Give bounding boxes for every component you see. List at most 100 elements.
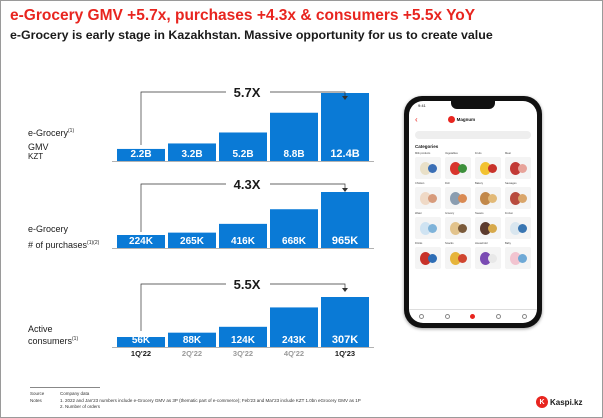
category-tile-label: Household [475,242,488,245]
bar [219,132,267,161]
phone-screen: 9:41 ‹ Magnum Categories Milk products Ve… [409,101,537,323]
page-subtitle: e-Grocery is early stage in Kazakhstan. … [10,28,493,42]
profile-tab-icon[interactable] [521,314,527,319]
bar-value-label: 668K [282,236,307,247]
category-grid: Milk products Vegetables Fruits Meat Chicken… [415,152,531,269]
category-tile[interactable]: Household [475,242,501,269]
category-tile[interactable]: Vegetables [445,152,471,179]
row-label-line: # of purchases [28,240,88,250]
category-tile[interactable]: Bakery [475,182,501,209]
phone-mockup: 9:41 ‹ Magnum Categories Milk products Ve… [404,96,542,328]
footnote-note-1: Notes 1. 2022 and Jan'23 numbers include … [30,398,361,403]
bar [321,192,369,248]
bar [270,307,318,347]
sausages-icon [505,187,531,209]
bar-value-label: 307K [332,334,358,346]
search-input[interactable] [415,131,531,139]
footnote-divider [30,387,100,388]
bar-value-label: 416K [231,236,256,247]
category-tile[interactable]: Frozen [505,212,531,239]
bar-value-label: 5.2B [232,149,253,160]
footnote-text: Company data [60,391,90,396]
frozen-icon [505,217,531,239]
footnote-note-2: 2. Number of orders [30,404,100,409]
category-tile[interactable]: Chicken [415,182,441,209]
category-tile[interactable]: Meat [505,152,531,179]
bar-value-label: 965K [332,235,358,247]
chicken-icon [415,187,441,209]
page-title: e-Grocery GMV +5.7x, purchases +4.3x & c… [10,7,476,24]
x-axis-tick-label: 3Q'22 [233,349,253,358]
growth-label-bg [226,176,270,191]
growth-label-bg [226,276,270,291]
category-tile-label: Snacks [445,242,454,245]
cart-tab-icon[interactable] [496,314,502,319]
growth-label: 5.5X [234,277,261,292]
category-tile-label: Chicken [415,182,425,185]
x-axis-tick-label: 1Q'23 [335,349,355,358]
x-axis-tick-label: 2Q'22 [182,349,202,358]
category-tile[interactable]: Sausages [505,182,531,209]
category-tile[interactable]: Fruits [475,152,501,179]
category-tile[interactable]: Snacks [445,242,471,269]
household-icon [475,247,501,269]
growth-arrowhead [342,188,348,192]
search-tab-icon[interactable] [444,314,450,319]
bar [168,332,216,347]
category-tile[interactable]: Sweets [475,212,501,239]
category-tile-label: Sweets [475,212,484,215]
bar [117,235,165,248]
bar-value-label: 243K [282,335,307,346]
store-logo-icon [447,116,455,123]
category-tile-label: Bakery [475,182,484,185]
growth-arrowhead [342,288,348,292]
status-time: 9:41 [418,103,426,108]
categories-heading: Categories [415,144,439,149]
vegetables-icon [445,157,471,179]
back-arrow-icon[interactable]: ‹ [415,115,418,124]
row-label-line: e-Grocery [28,128,69,138]
row-label-gmv: e-Grocery(1) GMV KZT [28,126,74,162]
category-tile[interactable]: Baby [505,242,531,269]
footnote-marker: (1) [72,336,79,342]
grocery-icon [445,217,471,239]
category-tile[interactable]: Milk products [415,152,441,179]
dairy-icon [415,157,441,179]
category-tile-label: Frozen [505,212,514,215]
category-tile-label: Fruits [475,152,482,155]
row-label-unit: KZT [28,152,44,161]
home-tab-icon[interactable] [419,314,425,319]
catalog-tab-icon[interactable] [470,314,476,319]
category-tile[interactable]: Drinks [415,242,441,269]
kaspi-logo-text: Kaspi.kz [550,397,583,407]
footnote-text: 2. Number of orders [60,404,101,409]
growth-label: 4.3X [234,177,261,192]
kaspi-logo-icon: K [536,396,548,408]
drinks-icon [415,247,441,269]
bar [219,223,267,248]
bar [168,143,216,161]
growth-label: 5.7X [234,85,261,100]
category-tile-label: Sausages [505,182,517,185]
footnote-source: Source Company data [30,391,89,396]
bakery-icon [475,187,501,209]
fish-icon [445,187,471,209]
category-tile-label: Water [415,212,422,215]
category-tile[interactable]: Water [415,212,441,239]
bar [321,93,369,161]
row-label-consumers: Active consumers(1) [28,324,78,346]
footnote-text: 1. 2022 and Jan'23 numbers include e-Gro… [60,398,361,403]
app-header: ‹ Magnum [409,113,537,126]
category-tile[interactable]: Fish [445,182,471,209]
row-label-line: Active [28,324,53,334]
bar [117,337,165,347]
store-name: Magnum [456,117,476,122]
row-label-purchases: e-Grocery # of purchases(1)(2) [28,224,99,250]
bar-value-label: 3.2B [181,149,202,160]
bar-value-label: 124K [231,335,256,346]
category-tile[interactable]: Grocery [445,212,471,239]
bar-value-label: 265K [180,236,205,247]
bar [270,112,318,161]
category-tile-label: Vegetables [445,152,458,155]
